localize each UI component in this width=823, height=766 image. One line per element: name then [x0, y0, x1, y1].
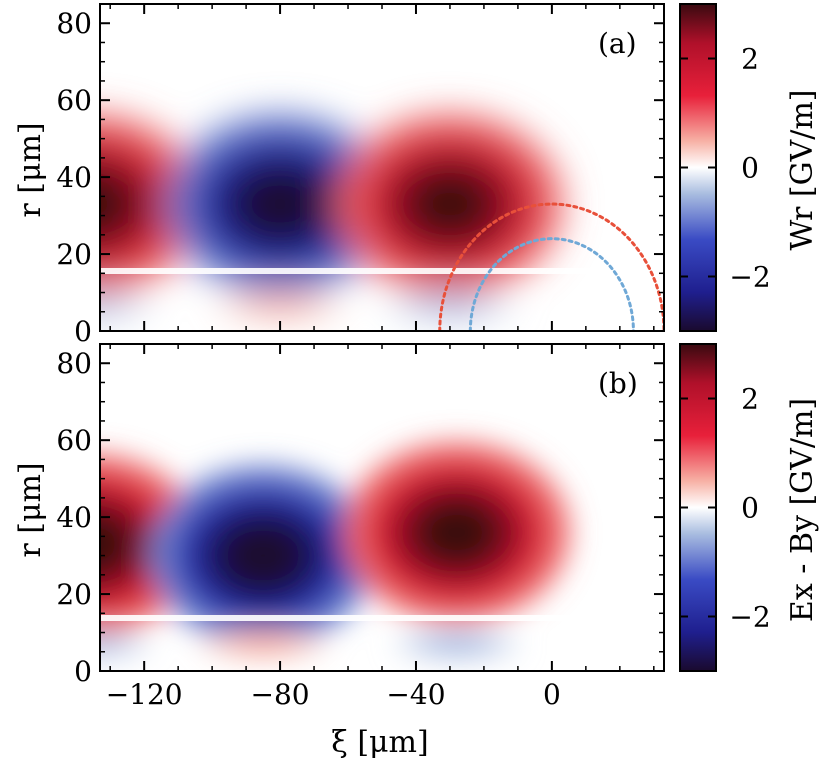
colorbar-b-label: Ex - By [GV/m]: [785, 398, 820, 622]
panel-b-blob-0-layer-3: [100, 512, 131, 576]
panel-b-y-tick-label: 0: [74, 655, 92, 688]
panel-a-blob-2-layer-3: [409, 171, 491, 237]
panel-b-y-tick-label: 80: [56, 347, 92, 380]
x-tick-label: −40: [386, 678, 445, 711]
panel-a-y-tick-label: 0: [74, 315, 92, 348]
panel-a-blob-1-layer-3: [239, 171, 321, 237]
colorbar-b-tick-label: 0: [741, 492, 759, 525]
panel-b-node-line: [100, 615, 664, 621]
panel-b-y-tick-label: 40: [56, 501, 92, 534]
colorbar-b: −2 0 2: [679, 343, 771, 672]
panel-b-y-tick-label: 60: [56, 424, 92, 457]
panel-a-blob-3-layer-0: [100, 290, 151, 318]
x-axis-label: ξ [μm]: [331, 725, 428, 760]
panel-a-node-line: [100, 268, 664, 274]
colorbar-b-tick-label: −2: [729, 601, 770, 634]
panel-b-blob-3-layer-2: [100, 638, 116, 650]
panel-a-heatmap: [100, 114, 664, 331]
panel-b: −120 −80 −40 0 0 20 40 60 80 (b): [56, 343, 665, 711]
panel-b-blob-5-layer-2: [431, 638, 483, 650]
panel-b-blob-3-layer-0: [100, 630, 151, 658]
panel-a-y-tick-label: 80: [56, 7, 92, 40]
panel-a-blob-0-layer-3: [100, 172, 131, 236]
colorbar-a-tick-label: 0: [741, 152, 759, 185]
panel-b-blob-2-layer-3: [416, 500, 498, 565]
panel-b-blob-4-layer-2: [237, 638, 289, 650]
panel-a-y-tick-label: 20: [56, 238, 92, 271]
panel-a-blob-3-layer-2: [100, 298, 116, 310]
panel-a-blob-5-layer-2: [424, 298, 476, 310]
panel-a-blob-4-layer-2: [254, 298, 306, 310]
panel-a-dotted-arc-1: [468, 237, 635, 331]
panel-a: 0 20 40 60 80 (a): [56, 3, 665, 348]
colorbar-b-tick-label: 2: [741, 383, 759, 416]
panel-b-y-tick-label: 20: [56, 578, 92, 611]
colorbar-a-tick-label: 2: [741, 43, 759, 76]
panel-b-y-axis-label: r [μm]: [13, 462, 48, 557]
colorbar-a: −2 0 2: [679, 3, 771, 332]
panel-a-y-tick-label: 60: [56, 84, 92, 117]
x-tick-label: −80: [251, 678, 310, 711]
panel-b-tag: (b): [598, 367, 638, 400]
x-tick-label: 0: [543, 678, 561, 711]
colorbar-a-tick-label: −2: [729, 261, 770, 294]
panel-b-blob-1-layer-3: [222, 523, 304, 588]
panel-a-y-tick-label: 40: [56, 161, 92, 194]
colorbar-a-label: Wr [GV/m]: [785, 90, 820, 251]
panel-a-y-axis-label: r [μm]: [13, 122, 48, 217]
panel-a-dotted-arc-0: [438, 202, 664, 331]
x-tick-label: −120: [106, 678, 183, 711]
panel-b-blob-3-layer-1: [100, 635, 131, 653]
panel-a-tag: (a): [598, 27, 637, 60]
panel-b-heatmap: [100, 442, 664, 658]
panel-a-blob-3-layer-1: [100, 295, 131, 313]
